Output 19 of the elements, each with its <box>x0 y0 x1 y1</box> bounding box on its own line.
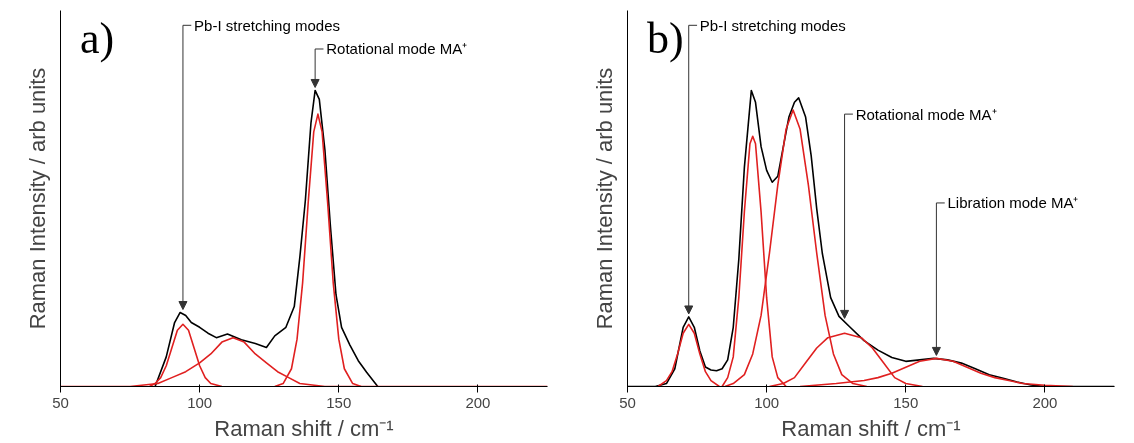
y-axis-title: Raman Intensity / arb units <box>591 67 617 330</box>
annotation: Pb-I stretching modes <box>699 16 846 34</box>
annotation: Pb-I stretching modes <box>194 16 340 34</box>
x-axis-title: Raman shift / cm⁻¹ <box>781 415 961 441</box>
x-tick-label: 150 <box>893 393 919 411</box>
chart-title: b) <box>646 14 684 64</box>
x-tick-label: 100 <box>187 393 213 411</box>
x-tick-label: 200 <box>1032 393 1058 411</box>
annotation: Rotational mode MA⁺ <box>326 40 468 58</box>
x-tick-label: 100 <box>754 393 780 411</box>
y-axis-title: Raman Intensity / arb units <box>24 67 50 330</box>
x-axis-title: Raman shift / cm⁻¹ <box>214 415 394 441</box>
chart-title: a) <box>79 14 115 64</box>
annotation: Rotational mode MA⁺ <box>855 105 997 123</box>
x-tick-label: 200 <box>465 393 491 411</box>
x-tick-label: 150 <box>326 393 352 411</box>
annotation: Libration mode MA⁺ <box>947 194 1079 212</box>
x-tick-label: 50 <box>52 393 69 411</box>
x-tick-label: 50 <box>619 393 636 411</box>
